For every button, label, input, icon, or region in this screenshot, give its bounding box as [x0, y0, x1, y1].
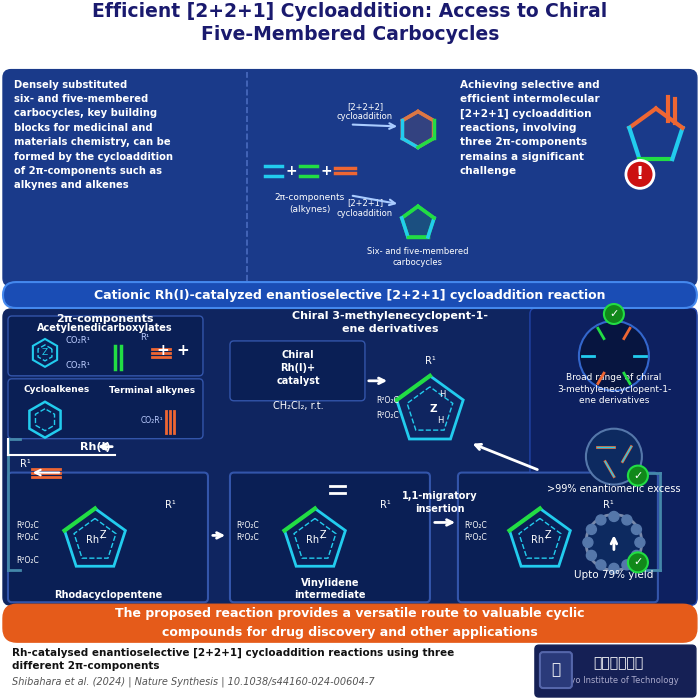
Text: +: +	[285, 164, 297, 178]
Polygon shape	[402, 206, 434, 237]
Polygon shape	[402, 111, 433, 148]
Text: Five-Membered Carbocycles: Five-Membered Carbocycles	[201, 25, 499, 44]
Text: Upto 79% yield: Upto 79% yield	[574, 570, 654, 580]
Text: Rh(I): Rh(I)	[80, 442, 111, 452]
Circle shape	[596, 515, 606, 525]
Text: Z: Z	[545, 531, 551, 540]
Text: Tokyo Institute of Technology: Tokyo Institute of Technology	[557, 676, 679, 685]
Text: R²O₂C: R²O₂C	[17, 521, 39, 530]
Text: Terminal alkynes: Terminal alkynes	[109, 386, 195, 395]
FancyBboxPatch shape	[0, 2, 700, 66]
Text: H: H	[439, 391, 445, 399]
Text: Rh⁺: Rh⁺	[86, 536, 104, 545]
Text: 2π-components: 2π-components	[56, 314, 154, 324]
Text: Shibahara et al. (2024) | Nature Synthesis | 10.1038/s44160-024-00604-7: Shibahara et al. (2024) | Nature Synthes…	[12, 676, 374, 687]
Text: Chiral
Rh(I)+
catalyst: Chiral Rh(I)+ catalyst	[276, 350, 320, 386]
Text: ✓: ✓	[609, 309, 619, 319]
Circle shape	[586, 428, 642, 484]
Circle shape	[622, 560, 632, 570]
Circle shape	[609, 564, 619, 573]
FancyBboxPatch shape	[530, 308, 697, 606]
Text: 2π-components
(alkynes): 2π-components (alkynes)	[275, 193, 345, 214]
Circle shape	[587, 524, 596, 534]
Text: [2+2+1]
cycloaddition: [2+2+1] cycloaddition	[337, 199, 393, 218]
Text: Rh-catalysed enantioselective [2+2+1] cycloaddition reactions using three: Rh-catalysed enantioselective [2+2+1] cy…	[12, 648, 454, 659]
Text: Densely substituted
six- and five-membered
carbocycles, key building
blocks for : Densely substituted six- and five-member…	[14, 80, 173, 190]
Text: +: +	[320, 164, 332, 178]
Text: different 2π-components: different 2π-components	[12, 661, 160, 671]
Text: R²O₂C: R²O₂C	[17, 533, 39, 542]
Text: Cycloalkenes: Cycloalkenes	[24, 385, 90, 394]
Text: Six- and five-membered
carbocycles: Six- and five-membered carbocycles	[368, 247, 469, 267]
FancyBboxPatch shape	[535, 645, 696, 697]
Text: R²O₂C: R²O₂C	[377, 411, 399, 420]
Text: +: +	[157, 344, 169, 358]
Circle shape	[583, 538, 593, 547]
FancyBboxPatch shape	[3, 69, 697, 286]
Circle shape	[596, 560, 606, 570]
Text: Rh⁺: Rh⁺	[531, 536, 549, 545]
Text: R²O₂C: R²O₂C	[237, 533, 259, 542]
FancyBboxPatch shape	[3, 309, 697, 606]
FancyBboxPatch shape	[230, 473, 430, 602]
Circle shape	[622, 515, 632, 525]
Circle shape	[631, 550, 641, 561]
Text: ✓: ✓	[634, 470, 643, 481]
Text: +: +	[176, 344, 189, 358]
FancyBboxPatch shape	[3, 282, 697, 308]
Text: CO₂R¹: CO₂R¹	[66, 361, 90, 370]
FancyBboxPatch shape	[230, 341, 365, 401]
Text: The proposed reaction provides a versatile route to valuable cyclic
compounds fo: The proposed reaction provides a versati…	[116, 608, 584, 639]
Text: CO₂R¹: CO₂R¹	[66, 336, 90, 345]
Text: R¹: R¹	[603, 500, 613, 510]
FancyBboxPatch shape	[8, 379, 203, 439]
Text: R²O₂C: R²O₂C	[17, 556, 39, 565]
FancyBboxPatch shape	[0, 643, 700, 700]
Text: Cationic Rh(I)-catalyzed enantioselective [2+2+1] cycloaddition reaction: Cationic Rh(I)-catalyzed enantioselectiv…	[94, 288, 606, 302]
Text: 東京工業大学: 東京工業大学	[593, 656, 643, 670]
Text: Z: Z	[99, 531, 106, 540]
FancyBboxPatch shape	[458, 473, 658, 602]
FancyBboxPatch shape	[3, 604, 697, 642]
Text: Z: Z	[320, 531, 326, 540]
Text: CO₂R¹: CO₂R¹	[141, 416, 163, 425]
Circle shape	[604, 304, 624, 324]
Text: R²O₂C: R²O₂C	[377, 396, 399, 405]
Text: !: !	[636, 165, 644, 183]
Text: ✓: ✓	[634, 557, 643, 568]
Text: Achieving selective and
efficient intermolecular
[2+2+1] cycloaddition
reactions: Achieving selective and efficient interm…	[460, 80, 600, 176]
Text: Chiral 3-methylenecyclopent-1-
ene derivatives: Chiral 3-methylenecyclopent-1- ene deriv…	[292, 311, 488, 334]
Circle shape	[626, 160, 654, 188]
Text: Acetylenedicarboxylates: Acetylenedicarboxylates	[37, 323, 173, 333]
Text: Z: Z	[429, 404, 437, 414]
Text: Efficient [2+2+1] Cycloaddition: Access to Chiral: Efficient [2+2+1] Cycloaddition: Access …	[92, 2, 608, 21]
FancyBboxPatch shape	[540, 652, 572, 688]
Circle shape	[628, 466, 648, 486]
Text: ⛩: ⛩	[552, 663, 561, 678]
Text: R²O₂C: R²O₂C	[465, 533, 487, 542]
Text: H: H	[437, 416, 443, 425]
Text: Broad range of chiral
3-methylenecyclopent-1-
ene derivatives: Broad range of chiral 3-methylenecyclope…	[556, 373, 671, 405]
Circle shape	[587, 550, 596, 561]
Circle shape	[631, 524, 641, 534]
Text: >99% enantiomeric excess: >99% enantiomeric excess	[547, 484, 680, 494]
Text: CH₂Cl₂, r.t.: CH₂Cl₂, r.t.	[272, 401, 323, 411]
Text: R¹: R¹	[379, 500, 391, 510]
Text: R¹: R¹	[164, 500, 176, 510]
Text: R¹: R¹	[425, 356, 435, 366]
Text: R¹: R¹	[141, 333, 150, 342]
Text: R²O₂C: R²O₂C	[237, 521, 259, 530]
Circle shape	[598, 526, 630, 559]
Circle shape	[628, 552, 648, 573]
Text: Rhodacyclopentene: Rhodacyclopentene	[54, 590, 162, 601]
Text: 1,1-migratory
insertion: 1,1-migratory insertion	[402, 491, 477, 514]
Text: Z: Z	[42, 349, 48, 358]
Text: R¹: R¹	[20, 458, 30, 468]
FancyBboxPatch shape	[8, 316, 203, 376]
FancyBboxPatch shape	[8, 473, 208, 602]
Circle shape	[579, 321, 649, 391]
Circle shape	[586, 514, 642, 570]
Text: Rh⁺: Rh⁺	[306, 536, 324, 545]
Text: Vinylidene
intermediate: Vinylidene intermediate	[294, 578, 365, 601]
Text: [2+2+2]
cycloaddition: [2+2+2] cycloaddition	[337, 102, 393, 121]
